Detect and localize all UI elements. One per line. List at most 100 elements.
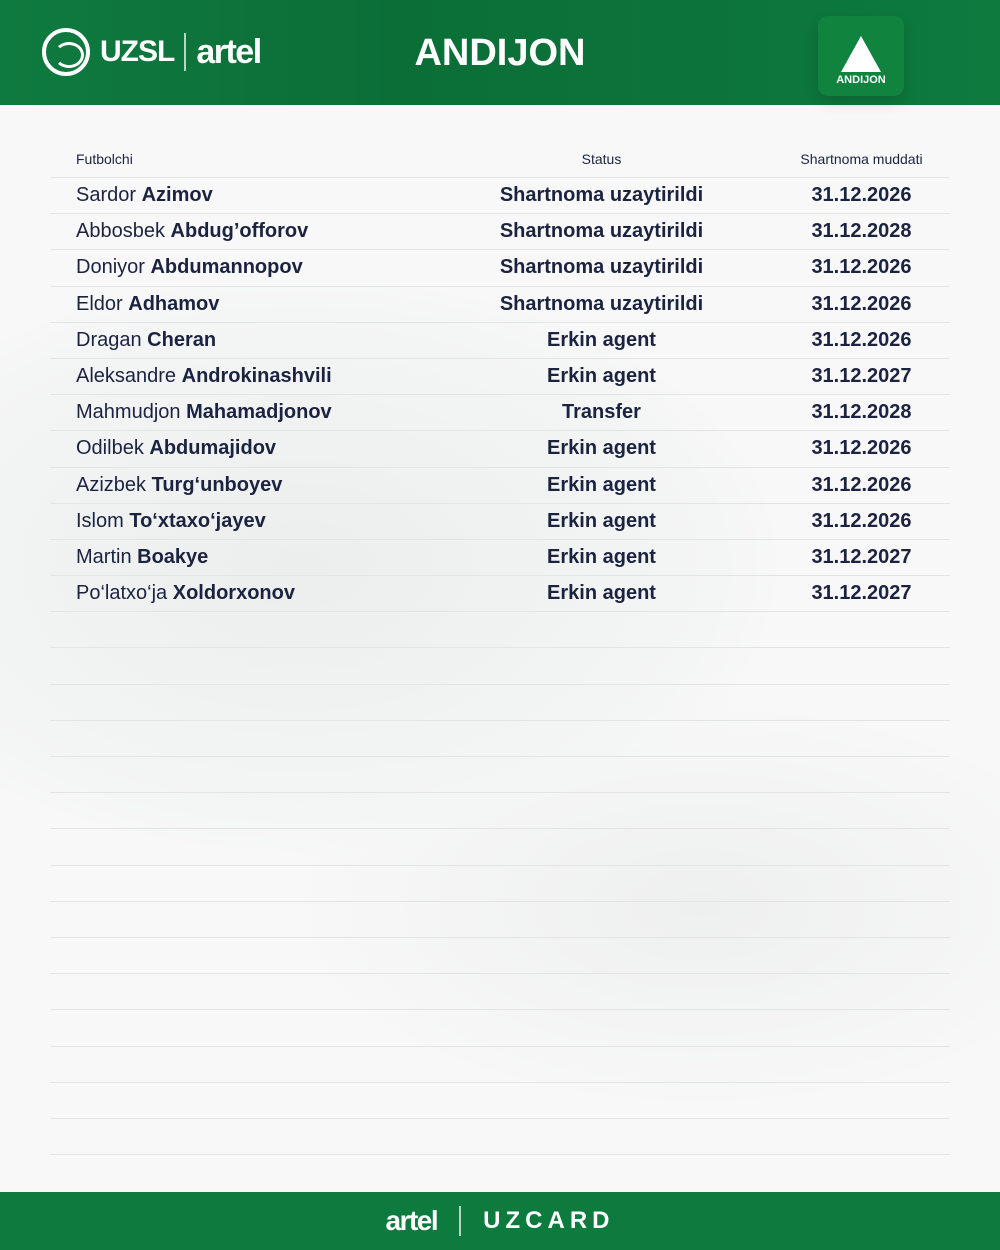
status: Erkin agent [547, 582, 656, 605]
last-name: Turg‘unboyev [151, 473, 283, 496]
table-row: Aleksandre Androkinashvili Erkin agent 31.… [50, 359, 950, 396]
player-name: Po‘latxo‘ja Xoldorxonov [50, 582, 430, 605]
status: Shartnoma uzaytirildi [499, 256, 704, 279]
status: Shartnoma uzaytirildi [499, 220, 704, 243]
table-row: Dragan Cheran Erkin agent 31.12.2026 [50, 323, 950, 359]
first-name: Po‘latxo‘ja [76, 582, 168, 605]
status: Transfer [562, 401, 641, 424]
uzcard-logo: UZCARD [483, 1207, 615, 1234]
last-name: Mahamadjonov [186, 401, 332, 424]
status: Erkin agent [547, 437, 656, 460]
player-name: Azizbek Turg‘unboyev [50, 474, 430, 497]
empty-row [50, 902, 950, 938]
sponsor-logos: UZSL artel [42, 28, 262, 76]
player-name: Mahmudjon Mahamadjonov [50, 401, 430, 424]
club-crest: ANDIJON [818, 16, 904, 96]
last-name: Cheran [147, 328, 217, 351]
first-name: Sardor [76, 184, 137, 207]
empty-row [50, 648, 950, 685]
first-name: Dragan [76, 328, 142, 351]
player-name: Aleksandre Androkinashvili [50, 365, 430, 388]
players-table: Futbolchi Status Shartnoma muddati Sardo… [50, 140, 950, 1156]
last-name: Abdug’offorov [170, 220, 309, 243]
table-row: Islom To‘xtaxo‘jayev Erkin agent 31.12.202… [50, 504, 950, 540]
empty-row [50, 612, 950, 649]
empty-row [50, 757, 950, 794]
contract-date: 31.12.2027 [811, 582, 912, 605]
uzsl-ball-icon [42, 28, 90, 76]
first-name: Abbosbek [76, 220, 165, 243]
player-name: Eldor Adhamov [50, 293, 430, 316]
last-name: Boakye [137, 545, 209, 568]
table-row: Doniyor Abdumannopov Shartnoma uzaytirild… [50, 250, 950, 287]
empty-row [50, 721, 950, 757]
contract-date: 31.12.2026 [811, 473, 912, 496]
club-title: ANDIJON [414, 32, 586, 74]
empty-row [50, 1119, 950, 1156]
artel-logo: artel [196, 32, 262, 71]
first-name: Azizbek [76, 473, 147, 496]
contract-date: 31.12.2026 [811, 256, 912, 279]
col-status: Status [581, 150, 622, 167]
player-name: Dragan Cheran [50, 329, 430, 352]
first-name: Martin [76, 545, 132, 568]
status: Erkin agent [547, 509, 656, 532]
first-name: Odilbek [76, 437, 144, 460]
table-row: Mahmudjon Mahamadjonov Transfer 31.12.2028 [50, 395, 950, 432]
artel-logo: artel [385, 1205, 439, 1236]
divider [459, 1206, 462, 1236]
player-name: Sardor Azimov [50, 184, 430, 207]
footer: artel UZCARD [0, 1192, 1000, 1250]
contract-date: 31.12.2027 [811, 365, 912, 388]
first-name: Mahmudjon [76, 401, 181, 424]
empty-row [50, 938, 950, 975]
crest-arch-icon [841, 36, 881, 72]
last-name: Azimov [141, 184, 213, 207]
empty-row [50, 685, 950, 721]
table-row: Azizbek Turg‘unboyev Erkin agent 31.12.202… [50, 468, 950, 504]
last-name: Androkinashvili [181, 365, 332, 388]
table-row: Abbosbek Abdug’offorov Shartnoma uzaytiri… [50, 214, 950, 251]
last-name: To‘xtaxo‘jayev [129, 509, 266, 532]
crest-text: ANDIJON [836, 74, 886, 86]
player-name: Odilbek Abdumajidov [50, 437, 430, 460]
contract-date: 31.12.2027 [811, 545, 912, 568]
divider [184, 33, 187, 71]
status: Erkin agent [547, 545, 656, 568]
first-name: Islom [76, 509, 124, 532]
player-name: Islom To‘xtaxo‘jayev [50, 510, 430, 533]
empty-row [50, 829, 950, 866]
contract-date: 31.12.2028 [811, 220, 912, 243]
last-name: Adhamov [128, 292, 220, 315]
first-name: Aleksandre [76, 365, 177, 388]
status: Erkin agent [547, 473, 656, 496]
player-name: Doniyor Abdumannopov [50, 256, 430, 279]
player-name: Abbosbek Abdug’offorov [50, 220, 430, 243]
last-name: Abdumajidov [149, 437, 277, 460]
contract-date: 31.12.2026 [811, 437, 912, 460]
status: Shartnoma uzaytirildi [499, 292, 704, 315]
player-name: Martin Boakye [50, 546, 430, 569]
table-header: Futbolchi Status Shartnoma muddati [50, 140, 950, 178]
contract-date: 31.12.2026 [811, 184, 912, 207]
table-row: Sardor Azimov Shartnoma uzaytirildi 31.12.… [50, 178, 950, 215]
contract-date: 31.12.2028 [811, 401, 912, 424]
status: Erkin agent [547, 365, 656, 388]
header: UZSL artel ANDIJON ANDIJON [0, 0, 1000, 105]
uzsl-logo: UZSL [100, 35, 175, 68]
contract-date: 31.12.2026 [811, 292, 912, 315]
empty-row [50, 1010, 950, 1047]
empty-row [50, 1083, 950, 1119]
col-player: Futbolchi [76, 150, 133, 167]
empty-row [50, 793, 950, 830]
table-row: Po‘latxo‘ja Xoldorxonov Erkin agent 31.12.… [50, 576, 950, 613]
empty-row [50, 1047, 950, 1083]
status: Shartnoma uzaytirildi [499, 184, 704, 207]
first-name: Eldor [76, 292, 123, 315]
table-row: Eldor Adhamov Shartnoma uzaytirildi 31.12.… [50, 287, 950, 323]
empty-row [50, 974, 950, 1011]
contract-date: 31.12.2026 [811, 328, 912, 351]
last-name: Xoldorxonov [172, 582, 295, 605]
table-row: Martin Boakye Erkin agent 31.12.2027 [50, 540, 950, 577]
last-name: Abdumannopov [150, 256, 303, 279]
